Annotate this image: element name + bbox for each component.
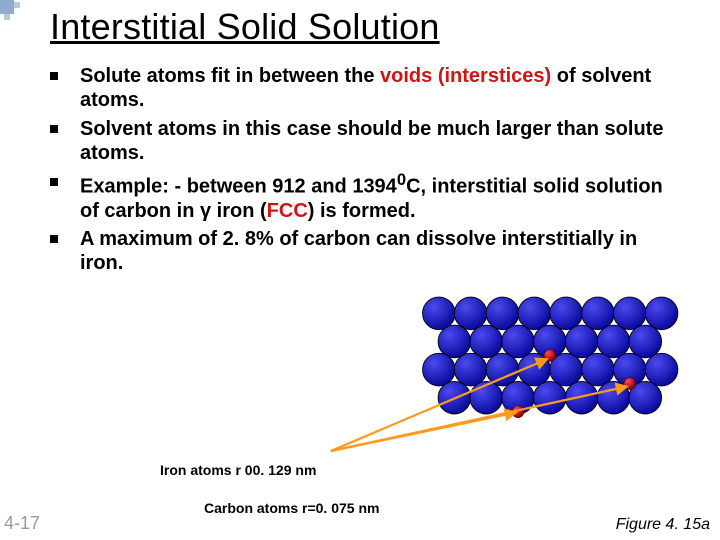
solvent-atom [645, 353, 678, 386]
solvent-atom [613, 297, 646, 330]
bullet-item: Example: - between 912 and 13940C, inter… [44, 170, 684, 223]
corner-decoration [0, 0, 24, 24]
solvent-atom [629, 325, 662, 358]
solvent-atom [454, 297, 487, 330]
diagram-labels: Iron atoms r 00. 129 nm Carbon atoms r=0… [160, 462, 379, 516]
highlight-text: voids (interstices) [380, 65, 551, 87]
solvent-atom [550, 297, 583, 330]
solvent-atom [470, 325, 503, 358]
figure-reference: Figure 4. 15a [616, 516, 710, 534]
carbon-label: Carbon atoms r=0. 075 nm [204, 500, 379, 516]
bullet-item: A maximum of 2. 8% of carbon can dissolv… [44, 227, 684, 276]
bullet-text: ) is formed. [308, 200, 416, 222]
solvent-atom [438, 325, 471, 358]
solvent-atom [582, 297, 615, 330]
superscript: 0 [397, 170, 406, 189]
iron-label: Iron atoms r 00. 129 nm [160, 462, 379, 478]
solvent-atom [470, 381, 503, 414]
solvent-atom [565, 325, 598, 358]
pointer-arrow [331, 413, 516, 451]
bullet-text: A maximum of 2. 8% of carbon can dissolv… [80, 228, 637, 274]
solvent-atom [565, 381, 598, 414]
solvent-atom [645, 297, 678, 330]
bullet-text: Solute atoms fit in between the [80, 65, 380, 87]
solvent-atom [423, 297, 456, 330]
solvent-atom [423, 353, 456, 386]
solvent-atom [518, 297, 551, 330]
bullet-item: Solute atoms fit in between the voids (i… [44, 64, 684, 113]
atom-diagram [316, 282, 686, 472]
solvent-atom [502, 325, 535, 358]
highlight-text: FCC [267, 200, 308, 222]
bullet-list: Solute atoms fit in between the voids (i… [44, 64, 684, 280]
solvent-atom [534, 381, 567, 414]
bullet-text: Solvent atoms in this case should be muc… [80, 118, 663, 164]
bullet-text: Example: - between 912 and 1394 [80, 175, 397, 197]
solvent-atom [454, 353, 487, 386]
page-number: 4-17 [4, 513, 40, 534]
slide-title: Interstitial Solid Solution [50, 6, 440, 48]
solvent-atom [486, 297, 519, 330]
solvent-atom [486, 353, 519, 386]
solvent-atom [582, 353, 615, 386]
bullet-item: Solvent atoms in this case should be muc… [44, 117, 684, 166]
solvent-atom [597, 325, 630, 358]
